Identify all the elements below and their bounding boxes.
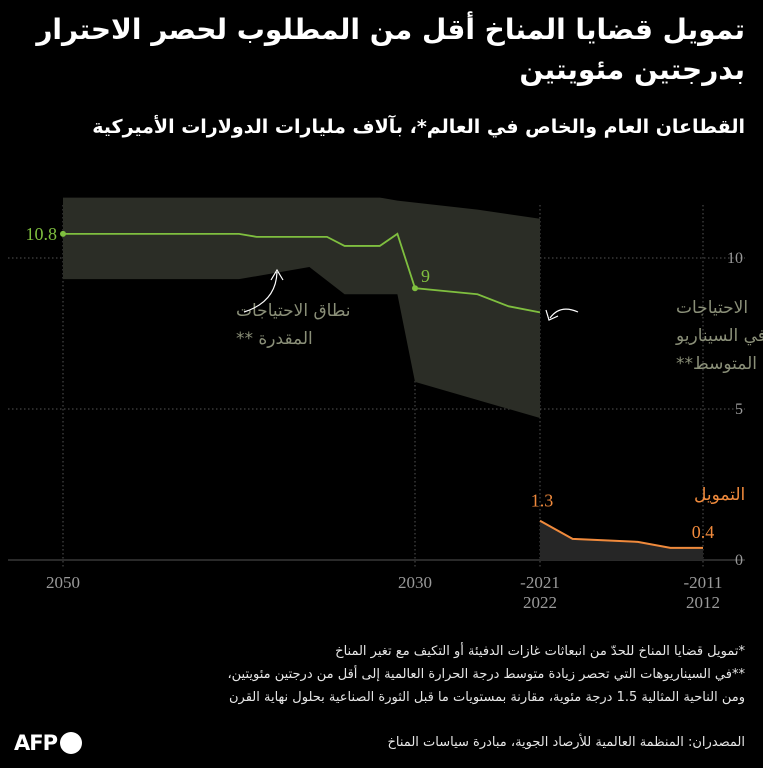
footnotes: *تمويل قضايا المناخ للحدّ من انبعاثات غا… <box>15 640 745 709</box>
needs-2030-point <box>412 285 418 292</box>
x-tick-label: 2050 <box>46 573 80 592</box>
chart-subtitle: القطاعان العام والخاص في العالم*، بآلاف … <box>92 116 745 138</box>
needs-annotation-arrowhead <box>545 309 559 321</box>
needs-annotation-line1: الاحتياجات <box>676 298 748 318</box>
funding-area <box>540 520 703 560</box>
needs-start-point <box>60 230 66 237</box>
y-tick-label: 5 <box>735 401 743 418</box>
chart-lines <box>60 230 703 549</box>
chart-labels: 10.8 9 1.3 0.4 نطاق الاحتياجات المقدرة ** الاح… <box>26 224 763 542</box>
range-annotation-line1: نطاق الاحتياجات <box>236 301 351 321</box>
needs-range-band <box>63 197 540 419</box>
chart-areas <box>63 197 703 560</box>
needs-line <box>63 232 541 314</box>
range-annotation-line2: المقدرة ** <box>236 329 313 349</box>
chart-title: تمويل قضايا المناخ أقل من المطلوب لحصر ا… <box>36 13 745 86</box>
x-tick-label: 2022 <box>523 593 557 612</box>
footnote-1: *تمويل قضايا المناخ للحدّ من انبعاثات غا… <box>335 644 745 659</box>
data-label-funding-start: 1.3 <box>531 491 554 511</box>
logo-text: AFP <box>14 731 58 755</box>
data-label-2030: 9 <box>421 266 430 286</box>
logo-dot-icon <box>60 732 82 754</box>
funding-annotation: التمويل <box>694 485 745 505</box>
range-annotation-arrowhead <box>270 268 284 281</box>
needs-annotation-arrow <box>549 308 579 319</box>
x-tick-label: 2012 <box>686 593 720 612</box>
data-label-funding-end: 0.4 <box>692 522 715 542</box>
needs-annotation-line3: المتوسط** <box>676 354 757 374</box>
afp-logo: AFP <box>14 731 82 755</box>
funding-line <box>539 519 703 549</box>
footnote-2: **في السيناريوهات التي تحصر زيادة متوسط … <box>227 667 745 682</box>
y-tick-label: 0 <box>735 552 743 569</box>
data-label-start: 10.8 <box>26 224 58 244</box>
footnote-3: ومن الناحية المثالية 1.5 درجة مئوية، مقا… <box>229 690 745 705</box>
x-tick-label: -2021 <box>520 573 560 592</box>
x-tick-label: 2030 <box>398 573 432 592</box>
x-tick-label: -2011 <box>683 573 722 592</box>
range-annotation-arrow <box>243 271 278 313</box>
y-tick-label: 10 <box>727 250 743 267</box>
sources-note: المصدران: المنظمة العالمية للأرصاد الجوي… <box>387 735 745 750</box>
needs-annotation-line2: في السيناريو <box>675 326 763 346</box>
